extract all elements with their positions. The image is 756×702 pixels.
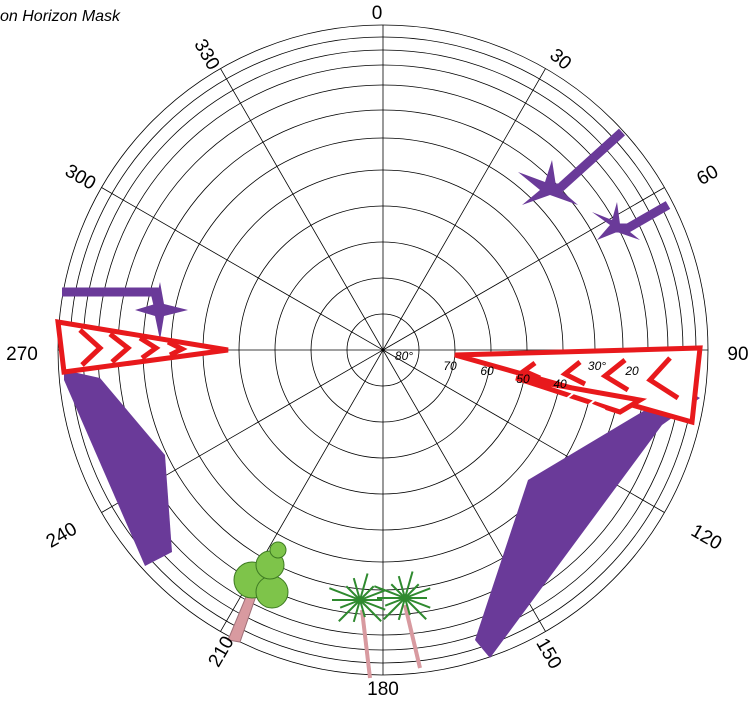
elevation-label: 20 (624, 364, 639, 378)
chevron (563, 391, 581, 405)
title: on Horizon Mask (0, 8, 121, 25)
azimuth-label: 300 (61, 161, 99, 195)
palm-leaves (329, 571, 431, 623)
chevron (600, 358, 630, 393)
chevron (560, 360, 587, 387)
arrow-mid (614, 201, 671, 233)
palm-frond (404, 587, 431, 599)
palm-frond (390, 583, 406, 599)
mask-sectors (55, 318, 703, 426)
azimuth-spoke (220, 68, 384, 351)
azimuth-label: 240 (43, 519, 81, 553)
tree-leaf (255, 575, 289, 609)
arrow-top (546, 128, 626, 193)
palm-frond (359, 599, 366, 618)
palm-frond (384, 597, 406, 607)
palm-frond (339, 599, 361, 609)
azimuth-label: 180 (367, 679, 399, 700)
palm-frond (404, 597, 411, 616)
obstructions (62, 128, 700, 658)
azimuth-spoke (382, 187, 665, 351)
palm-frond (352, 599, 361, 623)
palm-frond (352, 577, 361, 601)
chevron (166, 339, 188, 358)
azimuth-label: 30 (545, 45, 575, 75)
palm-frond (359, 599, 382, 622)
palm-frond (359, 589, 386, 601)
palm-frond (329, 587, 361, 601)
palm-frond (404, 597, 427, 620)
mask-left (55, 318, 229, 375)
chevron (78, 328, 104, 367)
azimuth-label: 60 (693, 161, 722, 190)
azimuth-label: 120 (687, 521, 725, 555)
trees (227, 541, 431, 679)
elevation-label: 40 (553, 377, 567, 391)
star-left (135, 282, 188, 340)
palm-frond (383, 597, 406, 620)
palm-frond (359, 585, 375, 601)
chevron (519, 360, 542, 381)
palm-frond (338, 599, 361, 622)
star-mid (592, 202, 640, 240)
star-top (518, 160, 578, 205)
azimuth-spoke (101, 187, 384, 351)
azimuth-label: 270 (6, 344, 38, 365)
palm-frond (345, 585, 361, 601)
tree-leaf (269, 541, 287, 559)
palm-frond (397, 575, 406, 599)
azimuth-spoke (382, 68, 546, 351)
elevation-label: 50 (516, 372, 530, 386)
palm-frond (404, 597, 431, 609)
azimuth-spoke (382, 349, 665, 513)
elevation-label: 80° (395, 349, 413, 363)
chevron (646, 356, 680, 401)
chevron (138, 335, 161, 361)
chevron (108, 332, 132, 364)
palm-frond (359, 573, 369, 601)
palm-frond (404, 583, 420, 599)
arrow-left (62, 287, 163, 307)
palm-frond (404, 571, 414, 599)
azimuth-label: 150 (531, 635, 565, 673)
mask-right (454, 345, 703, 426)
mask-right-small (515, 375, 648, 415)
elevation-label: 60 (480, 364, 494, 378)
azimuth-label: 0 (372, 3, 383, 24)
elevation-label: 30° (588, 359, 606, 373)
elevation-label: 70 (443, 359, 457, 373)
obstruction-right (475, 388, 700, 658)
azimuth-label: 90 (727, 344, 748, 365)
azimuth-label: 330 (189, 36, 223, 74)
palm-frond (359, 599, 386, 611)
palm-frond (397, 597, 406, 621)
palm-frond (374, 585, 406, 599)
palm-trunk (403, 604, 422, 669)
palm-trunk (360, 609, 372, 679)
chevron (588, 395, 606, 411)
obstruction-left (64, 370, 172, 566)
